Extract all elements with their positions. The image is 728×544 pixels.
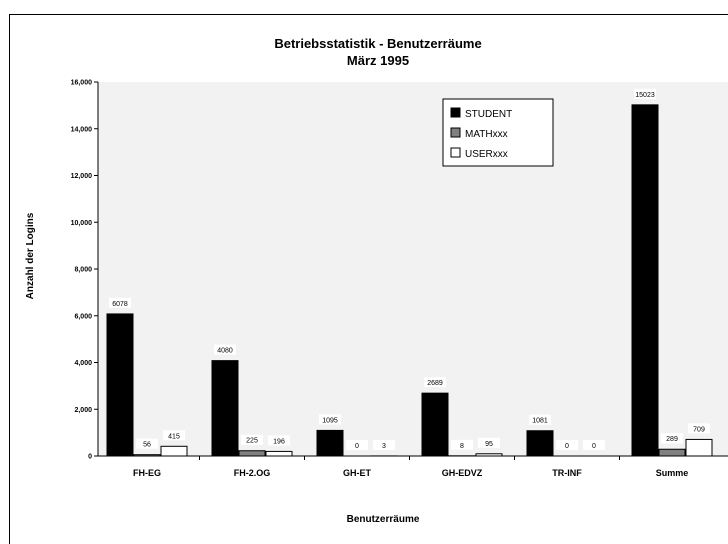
legend-swatch-mathxxx <box>451 128 460 137</box>
bar-student-summe <box>632 105 658 456</box>
legend-swatch-userxxx <box>451 148 460 157</box>
x-axis-label: Benutzerräume <box>347 514 420 525</box>
chart-title: Betriebsstatistik - Benutzerräume <box>274 36 481 51</box>
y-tick-label: 12,000 <box>71 173 93 180</box>
bar-student-fh-2-og <box>212 361 238 456</box>
data-label-mathxxx-tr-inf: 0 <box>565 443 569 450</box>
y-tick-label: 10,000 <box>71 220 93 227</box>
bar-mathxxx-fh-2-og <box>239 451 265 456</box>
data-label-student-summe: 15023 <box>635 92 655 99</box>
x-tick-label-gh-et: GH-ET <box>343 468 372 478</box>
x-ticks-group: FH-EG FH-2.OG GH-ET GH-EDVZ TR-INF Summe <box>133 456 688 478</box>
data-label-mathxxx-summe: 289 <box>666 436 678 443</box>
bar-student-tr-inf <box>527 431 553 456</box>
bar-student-fh-eg <box>107 314 133 456</box>
legend-label-mathxxx: MATHxxx <box>465 129 508 140</box>
legend-swatch-student <box>451 108 460 117</box>
y-ticks-group: 0 2,000 4,000 6,000 8,000 10,000 12,000 14,000 1… <box>71 80 98 461</box>
data-label-userxxx-fh-2-og: 196 <box>273 438 285 445</box>
y-tick-label: 14,000 <box>71 126 93 133</box>
x-tick-label-fh-2-og: FH-2.OG <box>234 468 271 478</box>
data-label-student-fh-eg: 6078 <box>112 301 128 308</box>
x-tick-label-fh-eg: FH-EG <box>133 468 161 478</box>
bar-userxxx-summe <box>686 439 712 456</box>
y-tick-label: 4,000 <box>74 360 92 367</box>
data-label-mathxxx-fh-eg: 56 <box>143 442 151 449</box>
legend-label-userxxx: USERxxx <box>465 149 508 160</box>
data-label-student-tr-inf: 1081 <box>532 418 548 425</box>
x-tick-label-gh-edvz: GH-EDVZ <box>442 468 483 478</box>
y-tick-label: 6,000 <box>74 313 92 320</box>
y-tick-label: 16,000 <box>71 80 93 87</box>
data-label-userxxx-gh-edvz: 95 <box>485 441 493 448</box>
bar-userxxx-fh-eg <box>161 446 187 456</box>
y-axis-label: Anzahl der Logins <box>25 212 36 299</box>
data-label-userxxx-tr-inf: 0 <box>592 443 596 450</box>
data-label-student-fh-2-og: 4080 <box>217 348 233 355</box>
bar-userxxx-fh-2-og <box>266 451 292 456</box>
bar-chart: Betriebsstatistik - Benutzerräume März 1… <box>0 0 728 533</box>
data-label-student-gh-edvz: 2689 <box>427 380 443 387</box>
legend-label-student: STUDENT <box>465 109 512 120</box>
x-tick-label-summe: Summe <box>656 468 689 478</box>
y-tick-label: 8,000 <box>74 267 92 274</box>
data-label-mathxxx-fh-2-og: 225 <box>246 438 258 445</box>
data-label-userxxx-summe: 709 <box>693 426 705 433</box>
chart-subtitle: März 1995 <box>347 53 409 68</box>
bar-student-gh-et <box>317 430 343 456</box>
data-label-mathxxx-gh-et: 0 <box>355 443 359 450</box>
data-label-userxxx-fh-eg: 415 <box>168 433 180 440</box>
bar-student-gh-edvz <box>422 393 448 456</box>
y-tick-label: 0 <box>88 454 92 461</box>
data-label-userxxx-gh-et: 3 <box>382 443 386 450</box>
y-tick-label: 2,000 <box>74 407 92 414</box>
data-label-student-gh-et: 1095 <box>322 417 338 424</box>
bar-mathxxx-summe <box>659 449 685 456</box>
x-tick-label-tr-inf: TR-INF <box>552 468 582 478</box>
data-label-mathxxx-gh-edvz: 8 <box>460 443 464 450</box>
legend: STUDENT MATHxxx USERxxx <box>443 99 553 166</box>
